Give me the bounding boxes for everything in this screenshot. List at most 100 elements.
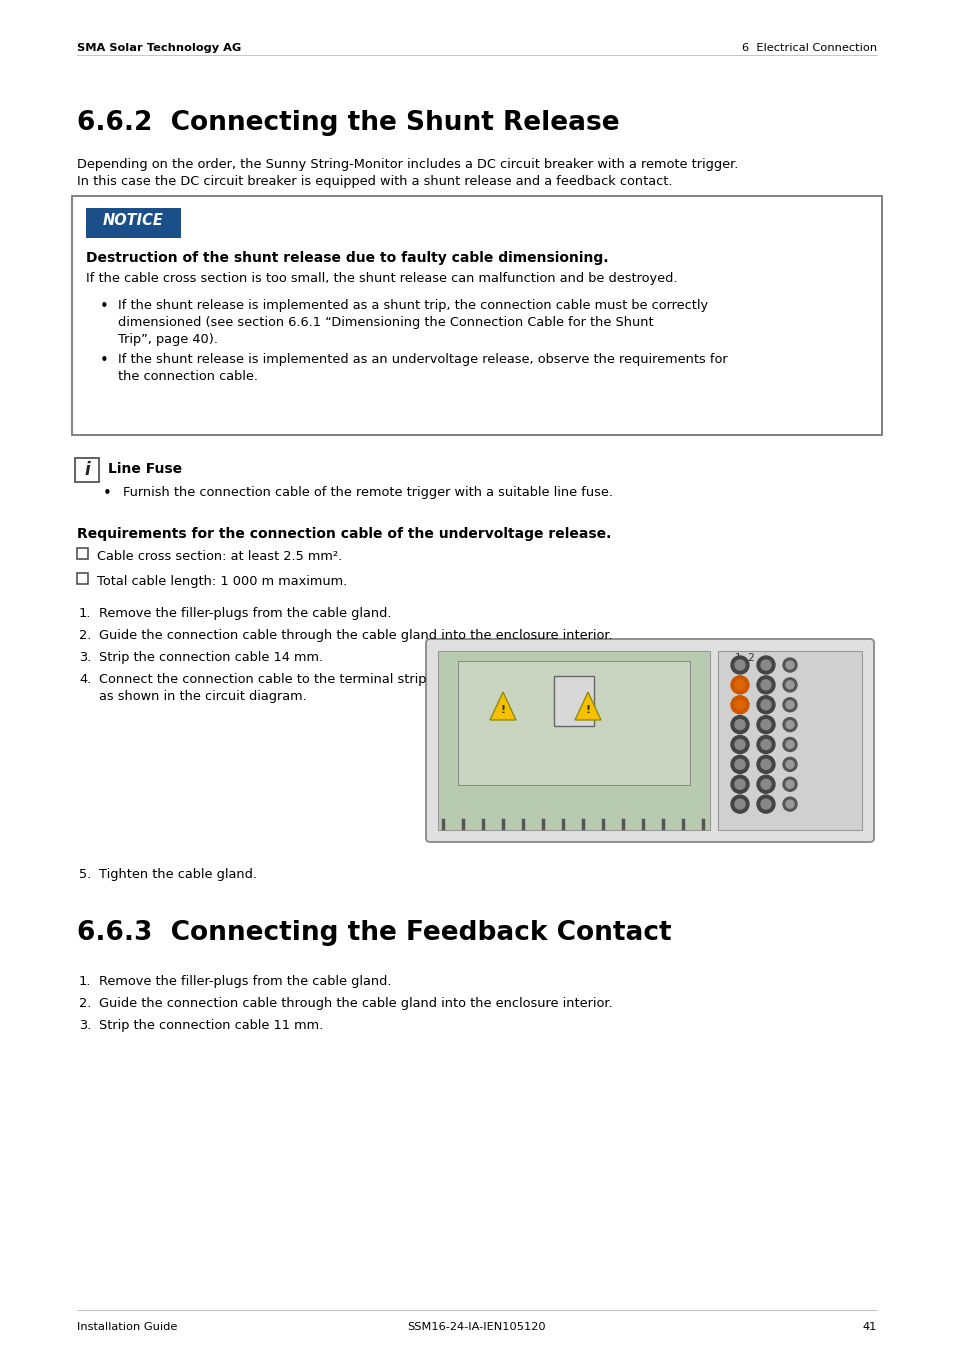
Circle shape — [760, 760, 770, 769]
Text: Installation Guide: Installation Guide — [77, 1322, 177, 1332]
Text: Strip the connection cable 11 mm.: Strip the connection cable 11 mm. — [99, 1019, 323, 1032]
Text: 2.: 2. — [79, 996, 91, 1010]
Text: 1  2: 1 2 — [734, 653, 754, 662]
Text: the connection cable.: the connection cable. — [118, 370, 257, 383]
Text: If the cable cross section is too small, the shunt release can malfunction and b: If the cable cross section is too small,… — [86, 272, 677, 285]
Text: SMA Solar Technology AG: SMA Solar Technology AG — [77, 43, 241, 53]
Bar — [71, 196, 882, 435]
Circle shape — [734, 760, 744, 769]
Bar — [437, 652, 709, 830]
Text: Line Fuse: Line Fuse — [108, 462, 182, 476]
Polygon shape — [490, 692, 516, 721]
Text: SSM16-24-IA-IEN105120: SSM16-24-IA-IEN105120 — [407, 1322, 546, 1332]
Text: Furnish the connection cable of the remote trigger with a suitable line fuse.: Furnish the connection cable of the remo… — [123, 485, 613, 499]
Circle shape — [785, 681, 793, 690]
Circle shape — [760, 680, 770, 690]
Circle shape — [782, 757, 796, 772]
Circle shape — [734, 680, 744, 690]
Circle shape — [757, 735, 774, 753]
Text: Remove the filler-plugs from the cable gland.: Remove the filler-plugs from the cable g… — [99, 975, 391, 988]
Circle shape — [760, 719, 770, 730]
Circle shape — [760, 779, 770, 790]
Text: 41: 41 — [862, 1322, 876, 1332]
Circle shape — [785, 721, 793, 729]
Circle shape — [757, 775, 774, 794]
Circle shape — [760, 700, 770, 710]
Circle shape — [757, 656, 774, 675]
Bar — [86, 208, 181, 238]
Text: NOTICE: NOTICE — [103, 214, 164, 228]
Bar — [77, 548, 88, 558]
Text: Strip the connection cable 14 mm.: Strip the connection cable 14 mm. — [99, 652, 323, 664]
Circle shape — [782, 677, 796, 692]
Text: Depending on the order, the Sunny String-Monitor includes a DC circuit breaker w: Depending on the order, the Sunny String… — [77, 158, 738, 170]
Circle shape — [734, 719, 744, 730]
Circle shape — [734, 700, 744, 710]
Circle shape — [785, 700, 793, 708]
Circle shape — [782, 698, 796, 711]
Text: 1.: 1. — [79, 975, 91, 988]
Circle shape — [730, 756, 748, 773]
Circle shape — [730, 696, 748, 714]
Circle shape — [757, 696, 774, 714]
Text: If the shunt release is implemented as a shunt trip, the connection cable must b: If the shunt release is implemented as a… — [118, 299, 707, 312]
Text: 3.: 3. — [79, 652, 91, 664]
Circle shape — [782, 718, 796, 731]
Text: 5.: 5. — [79, 868, 91, 882]
Circle shape — [730, 795, 748, 813]
Circle shape — [782, 798, 796, 811]
Text: Cable cross section: at least 2.5 mm².: Cable cross section: at least 2.5 mm². — [97, 550, 342, 562]
Circle shape — [757, 795, 774, 813]
Text: 6  Electrical Connection: 6 Electrical Connection — [741, 43, 876, 53]
Text: 1.: 1. — [79, 607, 91, 621]
Text: Remove the filler-plugs from the cable gland.: Remove the filler-plugs from the cable g… — [99, 607, 391, 621]
Text: Total cable length: 1 000 m maximum.: Total cable length: 1 000 m maximum. — [97, 575, 347, 588]
Circle shape — [757, 715, 774, 734]
Circle shape — [760, 660, 770, 671]
Text: as shown in the circuit diagram.: as shown in the circuit diagram. — [99, 690, 307, 703]
Circle shape — [760, 799, 770, 808]
Text: i: i — [84, 461, 90, 479]
Text: In this case the DC circuit breaker is equipped with a shunt release and a feedb: In this case the DC circuit breaker is e… — [77, 174, 672, 188]
Circle shape — [760, 740, 770, 749]
Polygon shape — [575, 692, 600, 721]
Text: 2.: 2. — [79, 629, 91, 642]
Text: Guide the connection cable through the cable gland into the enclosure interior.: Guide the connection cable through the c… — [99, 629, 612, 642]
Bar — [75, 458, 99, 483]
Text: •: • — [100, 353, 109, 368]
Text: Tighten the cable gland.: Tighten the cable gland. — [99, 868, 256, 882]
Circle shape — [757, 756, 774, 773]
Text: 4.: 4. — [79, 673, 91, 685]
Text: !: ! — [585, 704, 590, 715]
Circle shape — [782, 777, 796, 791]
Circle shape — [785, 800, 793, 808]
Text: If the shunt release is implemented as an undervoltage release, observe the requ: If the shunt release is implemented as a… — [118, 353, 727, 366]
Text: 6.6.2  Connecting the Shunt Release: 6.6.2 Connecting the Shunt Release — [77, 110, 619, 137]
Circle shape — [757, 676, 774, 694]
FancyBboxPatch shape — [426, 639, 873, 842]
Circle shape — [730, 715, 748, 734]
Circle shape — [734, 799, 744, 808]
Bar — [77, 573, 88, 584]
Text: •: • — [103, 485, 112, 502]
Circle shape — [785, 661, 793, 669]
Text: dimensioned (see section 6.6.1 “Dimensioning the Connection Cable for the Shunt: dimensioned (see section 6.6.1 “Dimensio… — [118, 316, 653, 329]
Text: !: ! — [500, 704, 505, 715]
Text: •: • — [100, 299, 109, 314]
Text: 6.6.3  Connecting the Feedback Contact: 6.6.3 Connecting the Feedback Contact — [77, 919, 671, 946]
Circle shape — [782, 737, 796, 752]
Bar — [457, 661, 689, 786]
Circle shape — [730, 656, 748, 675]
Bar — [554, 676, 594, 726]
Circle shape — [782, 658, 796, 672]
Text: Requirements for the connection cable of the undervoltage release.: Requirements for the connection cable of… — [77, 527, 611, 541]
Circle shape — [734, 779, 744, 790]
Circle shape — [785, 760, 793, 768]
Circle shape — [785, 741, 793, 749]
Circle shape — [730, 676, 748, 694]
Text: Guide the connection cable through the cable gland into the enclosure interior.: Guide the connection cable through the c… — [99, 996, 612, 1010]
Text: 3.: 3. — [79, 1019, 91, 1032]
Circle shape — [734, 660, 744, 671]
Circle shape — [785, 780, 793, 788]
Circle shape — [730, 735, 748, 753]
